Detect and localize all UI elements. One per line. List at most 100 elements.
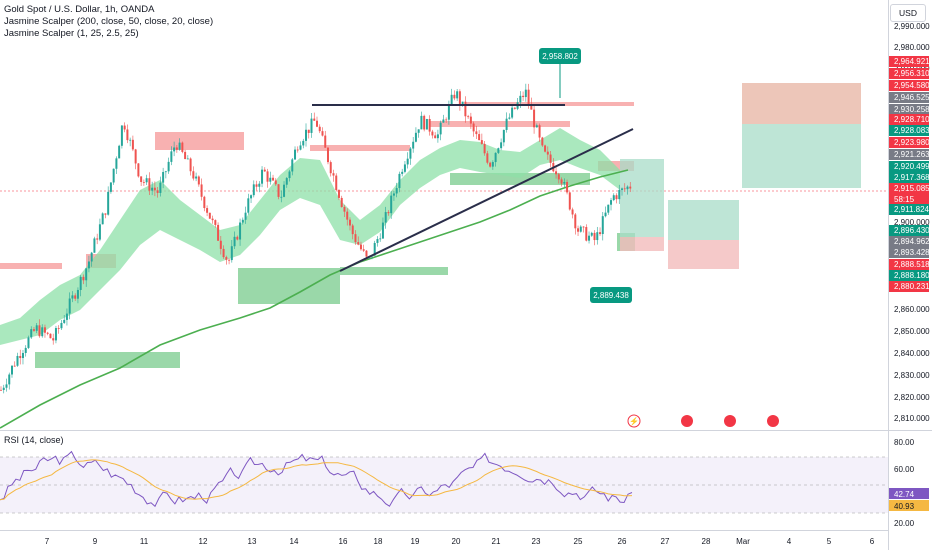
rsi-axis[interactable]: 80.00 60.00 20.00 42.74 40.93 [889,438,929,528]
candle-body [439,122,442,135]
candle-body [197,176,200,185]
economic-event-icon[interactable] [681,415,693,427]
rsi-pane [0,450,888,514]
price-label-bg [889,104,929,115]
candle-body [32,329,35,331]
candle-body [294,149,297,160]
event-icons[interactable]: ⚡ [627,414,779,428]
price-label-bg [889,183,929,194]
time-tick: Mar [736,537,750,546]
candle-body [445,119,448,121]
candle-body [186,158,189,160]
candle-body [57,328,60,329]
candle-body [85,268,88,281]
candle-body [414,132,417,142]
price-label: 2,956.310 [894,69,930,78]
candle-body [10,365,13,375]
time-axis[interactable]: 7 9 11 12 13 14 16 18 19 20 21 23 25 26 27 28 Mar 4 5 6 [45,537,875,546]
candle-body [464,101,467,117]
candle-body [557,174,560,180]
candle-body [236,236,239,240]
candle-body [175,147,178,150]
economic-event-icon[interactable] [724,415,736,427]
price-label-bg [889,161,929,172]
price-label: 2,917.368 [894,173,930,182]
candle-body [82,276,85,281]
candle-body [27,337,30,348]
candle-body [590,232,593,236]
price-label: 2,928.083 [894,126,930,135]
candle-body [626,186,629,190]
economic-event-icon[interactable] [767,415,779,427]
candle-body [618,189,621,200]
candle-body [184,151,187,160]
candle-body [387,212,390,214]
candle-body [269,177,272,182]
candle-body [541,137,544,146]
candle-body [326,147,329,163]
candle-body [431,131,434,136]
candle-body [461,101,464,105]
candle-body [434,135,437,139]
candle-body [519,95,522,103]
candle-body [500,142,503,149]
candle-body [379,238,382,240]
price-tick: 2,860.000 [894,305,930,314]
candle-body [126,129,129,141]
price-label: 2,954.580 [894,81,930,90]
candle-body [423,115,426,130]
price-label-bg [889,172,929,183]
candle-body [549,154,552,163]
price-axis[interactable]: 2,990.0002,980.0002,970.0002,900.0002,86… [889,22,930,423]
price-label: 2,894.962 [894,237,930,246]
time-tick: 16 [339,537,348,546]
currency-button[interactable]: USD [890,4,926,22]
candle-body [604,212,607,217]
candle-body [577,228,580,232]
candle-body [310,118,313,133]
rsi-ma-line [0,459,633,501]
candle-body [324,135,327,148]
price-label-bg [889,68,929,79]
candle-body [283,184,286,197]
candle-body [153,187,156,191]
candle-body [181,142,184,152]
price-label-bg [889,149,929,160]
candle-body [87,261,90,269]
price-label: 2,928.710 [894,115,930,124]
candle-body [508,117,511,119]
indicator-1-label[interactable]: Jasmine Scalper (200, close, 50, close, … [4,16,214,27]
candle-body [159,182,162,193]
price-label: 2,915.085 [894,184,930,193]
candle-body [107,191,110,215]
candle-body [19,355,22,359]
candle-body [38,325,41,337]
candle-body [436,134,439,139]
rsi-title[interactable]: RSI (14, close) [4,435,64,445]
candle-body [560,179,563,184]
candle-body [272,177,275,181]
candle-body [337,190,340,198]
candle-body [285,178,288,185]
candle-body [217,224,220,241]
candle-body [241,219,244,223]
lightning-event-icon[interactable] [627,414,641,428]
price-label-bg [889,80,929,91]
candle-body [93,238,96,253]
candle-body [390,195,393,214]
price-tick: 2,830.000 [894,371,930,380]
candle-body [524,89,527,98]
support-trendline[interactable] [339,128,634,272]
indicator-2-label[interactable]: Jasmine Scalper (1, 25, 2.5, 25) [4,28,139,39]
price-tick: 2,990.000 [894,22,930,31]
rsi-tick-80: 80.00 [894,438,915,447]
candle-body [623,188,626,190]
candle-body [24,347,27,353]
candle-body [354,234,357,243]
candle-body [164,171,167,173]
symbol-title[interactable]: Gold Spot / U.S. Dollar, 1h, OANDA [4,4,155,15]
candle-body [596,232,599,241]
candle-body [535,125,538,128]
candle-body [247,198,250,213]
